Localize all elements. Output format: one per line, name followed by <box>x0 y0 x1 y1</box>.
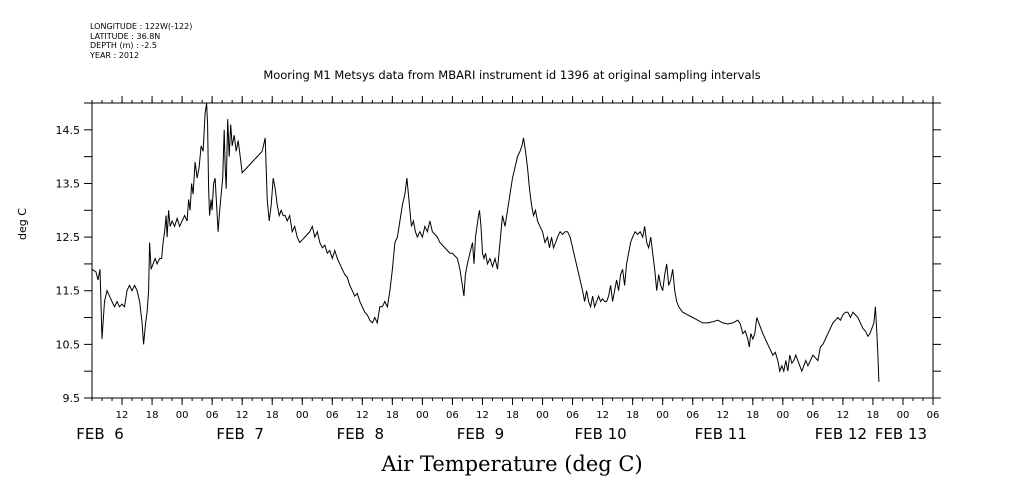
x-day-label: FEB 8 <box>337 425 384 443</box>
x-day-label: FEB 10 <box>574 425 626 443</box>
x-day-label: FEB 9 <box>457 425 504 443</box>
chart-title: Mooring M1 Metsys data from MBARI instru… <box>263 68 761 82</box>
x-hour-label: 18 <box>386 410 399 421</box>
x-hour-label: 06 <box>566 410 579 421</box>
x-hour-label: 12 <box>116 410 129 421</box>
x-hour-label: 18 <box>626 410 639 421</box>
year-text: YEAR : 2012 <box>90 50 140 60</box>
y-tick-label: 12.5 <box>56 231 81 244</box>
x-hour-label: 18 <box>146 410 159 421</box>
x-ticks: 12 18 00 06 12 18 00 06 12 18 00 06 12 18 00 06 12 18 00 06… <box>76 96 939 443</box>
series <box>91 102 880 382</box>
axes <box>91 100 934 401</box>
x-hour-label: 12 <box>476 410 489 421</box>
x-hour-label: 00 <box>536 410 549 421</box>
x-hour-label: 06 <box>326 410 339 421</box>
latitude-text: LATITUDE : 36.8N <box>90 31 161 41</box>
metadata-block: LONGITUDE : 122W(-122) LATITUDE : 36.8N … <box>90 22 192 60</box>
x-hour-label: 06 <box>806 410 819 421</box>
depth-text: DEPTH (m) : -2.5 <box>90 41 157 50</box>
x-hour-label: 12 <box>716 410 729 421</box>
x-hour-label: 12 <box>837 410 850 421</box>
x-hour-label: 00 <box>296 410 309 421</box>
x-hour-label: 00 <box>897 410 910 421</box>
x-hour-label: 06 <box>927 410 940 421</box>
plot-frame <box>91 102 934 399</box>
x-hour-label: 06 <box>686 410 699 421</box>
y-tick-label: 9.5 <box>63 392 81 405</box>
x-hour-label: 00 <box>656 410 669 421</box>
x-day-label: FEB 6 <box>76 425 123 443</box>
y-tick-label: 10.5 <box>56 338 81 351</box>
x-hour-label: 18 <box>506 410 519 421</box>
x-day-label: FEB 12 <box>815 425 867 443</box>
x-axis-label: Air Temperature (deg C) <box>381 452 643 476</box>
x-hour-label: 12 <box>356 410 369 421</box>
y-tick-label: 13.5 <box>56 177 81 190</box>
x-hour-label: 18 <box>266 410 279 421</box>
y-tick-label: 14.5 <box>56 124 81 137</box>
x-hour-label: 12 <box>596 410 609 421</box>
x-hour-label: 12 <box>236 410 249 421</box>
longitude-text: LONGITUDE : 122W(-122) <box>90 22 193 31</box>
series-line <box>91 102 880 382</box>
x-hour-label: 18 <box>867 410 880 421</box>
x-hour-label: 00 <box>176 410 189 421</box>
x-hour-label: 00 <box>776 410 789 421</box>
x-hour-label: 06 <box>206 410 219 421</box>
y-tick-label: 11.5 <box>56 285 81 298</box>
x-hour-label: 18 <box>746 410 759 421</box>
x-day-label: FEB 7 <box>216 425 263 443</box>
y-ticks: 9.5 10.5 11.5 12.5 13.5 14.5 <box>56 102 941 405</box>
x-hour-label: 00 <box>416 410 429 421</box>
x-day-label: FEB 13 <box>875 425 927 443</box>
x-day-label: FEB 11 <box>695 425 747 443</box>
x-hour-label: 06 <box>446 410 459 421</box>
